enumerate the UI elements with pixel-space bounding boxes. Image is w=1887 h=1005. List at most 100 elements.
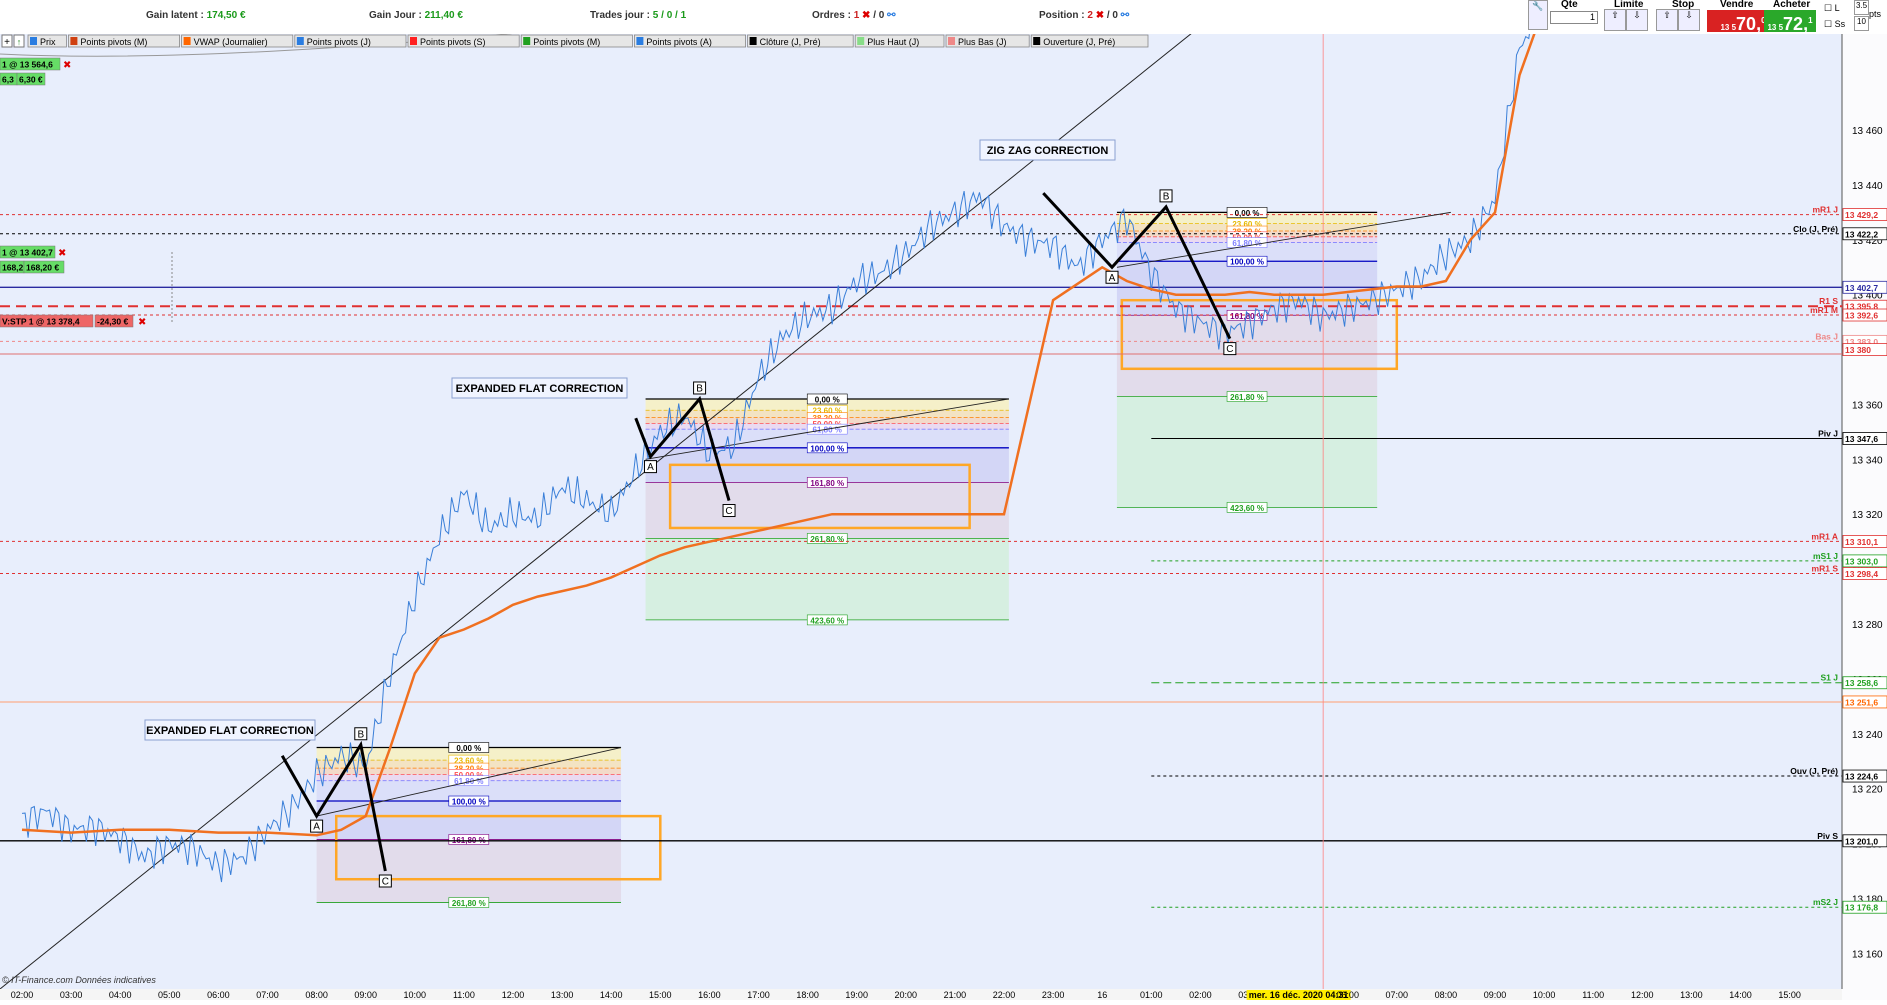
link-icon[interactable]: ⚯ xyxy=(887,10,896,21)
indicator-tab-label: Clôture (J, Pré) xyxy=(760,37,821,47)
indicator-tab-label: Points pivots (M) xyxy=(80,37,147,47)
annotation-label: EXPANDED FLAT CORRECTION xyxy=(146,725,314,737)
ss-checkbox[interactable]: ☐ Ss xyxy=(1824,19,1846,29)
trend-line xyxy=(0,6,1226,990)
order-tag-label: -24,30 € xyxy=(97,317,128,327)
annotation-label: EXPANDED FLAT CORRECTION xyxy=(456,383,624,395)
trend-line xyxy=(316,747,622,817)
fib-band xyxy=(1116,315,1378,397)
elliott-wave-path xyxy=(280,740,387,872)
target-box xyxy=(334,814,662,881)
time-tick-label: 17:00 xyxy=(747,990,770,1000)
level-tag-box xyxy=(1842,227,1887,241)
wave-label-box xyxy=(310,819,324,833)
fib-label: 261,80 % xyxy=(452,899,486,908)
l-checkbox[interactable]: ☐ L xyxy=(1824,3,1840,13)
pts-input[interactable]: 3.5 xyxy=(1854,0,1869,15)
level-tag-box xyxy=(1842,567,1887,580)
price-tick-label: 13 240 xyxy=(1852,730,1883,741)
indicator-tab[interactable] xyxy=(27,34,67,48)
indicator-tab-label: Points pivots (M) xyxy=(533,37,600,47)
fib-band xyxy=(316,747,622,761)
order-tag-label: 1 @ 13 402,7 xyxy=(2,248,53,258)
close-icon: ✖ xyxy=(138,317,146,328)
stop-buy-icon[interactable]: ⇧ xyxy=(1656,9,1678,31)
add-icon xyxy=(1,34,13,48)
price-tick-label: 13 360 xyxy=(1852,400,1883,411)
indicator-tab-label: Plus Bas (J) xyxy=(958,37,1007,47)
fib-label: 261,80 % xyxy=(1230,393,1264,402)
quantity-input[interactable]: 1 xyxy=(1550,11,1598,24)
elliott-wave-path xyxy=(1042,192,1232,340)
indicator-tab[interactable] xyxy=(747,34,854,48)
level-tag-name: S1 J xyxy=(1821,673,1839,683)
level-tag-value: 13 429,2 xyxy=(1845,210,1878,220)
pts-input-2[interactable]: 10 xyxy=(1854,16,1869,31)
level-tag-name: mR1 M xyxy=(1810,305,1838,315)
level-tag-name: mS2 J xyxy=(1813,897,1838,907)
indicator-tab[interactable] xyxy=(634,34,747,48)
fib-label-box xyxy=(806,533,848,544)
wave-label: C xyxy=(725,506,732,517)
ordres-stat[interactable]: Ordres : 1 ✖ / 0 ⚯ xyxy=(812,10,896,21)
fib-label: 100,00 % xyxy=(1230,258,1264,267)
fib-label-box xyxy=(1226,391,1268,402)
elliott-wave-path xyxy=(634,395,731,501)
buy-button[interactable]: 13 572,1 xyxy=(1764,10,1816,34)
time-tick-label: 10:00 xyxy=(404,990,427,1000)
fib-band xyxy=(1116,396,1378,508)
indicator-tab[interactable] xyxy=(1030,34,1149,48)
wave-label-box xyxy=(693,381,707,395)
settings-wrench-icon[interactable]: 🔧 xyxy=(1528,0,1548,30)
pts-label: pts xyxy=(1869,9,1882,19)
trend-line xyxy=(1116,211,1451,268)
time-tick-label: 09:00 xyxy=(1484,990,1507,1000)
level-tag-name: Clo (J, Pré) xyxy=(1793,224,1838,234)
indicator-tab-swatch xyxy=(523,37,531,45)
fib-label: 0,00 % xyxy=(815,395,840,404)
indicator-tab[interactable] xyxy=(68,34,180,48)
position-stat[interactable]: Position : 2 ✖ / 0 ⚯ xyxy=(1039,10,1130,21)
fib-band xyxy=(645,398,1009,411)
fib-label-box xyxy=(1226,207,1268,218)
level-tag-value: 13 422,2 xyxy=(1845,229,1878,239)
wave-label-box xyxy=(1105,270,1119,284)
order-tag-label: 1 @ 13 564,6 xyxy=(2,60,53,70)
trend-line xyxy=(645,398,1009,460)
limit-buy-icon[interactable]: ⇧ xyxy=(1604,9,1626,31)
link-icon[interactable]: ⚯ xyxy=(1120,10,1130,21)
sell-button[interactable]: 13 570,0 xyxy=(1707,10,1779,34)
level-tag-value: 13 176,8 xyxy=(1845,903,1878,913)
level-tag-value: 13 251,6 xyxy=(1845,697,1878,707)
indicator-tab-swatch xyxy=(70,37,78,45)
order-tag-box xyxy=(94,314,134,328)
price-tick-label: 13 460 xyxy=(1852,126,1883,137)
limite-label: Limite xyxy=(1614,0,1644,10)
level-tag-value: 13 303,0 xyxy=(1845,556,1878,566)
order-tag-box xyxy=(16,72,46,86)
level-tag-name: R1 S xyxy=(1819,296,1838,306)
indicator-tab[interactable] xyxy=(407,34,520,48)
indicator-tab[interactable] xyxy=(945,34,1030,48)
time-tick-label: 15:00 xyxy=(1778,990,1801,1000)
order-tag-label: 168,20 € xyxy=(26,263,59,273)
gain-latent-stat: Gain latent : 174,50 € xyxy=(146,10,246,21)
limit-sell-icon[interactable]: ⇩ xyxy=(1626,9,1648,31)
indicator-tab[interactable] xyxy=(294,34,407,48)
indicator-tab-label: Ouverture (J, Pré) xyxy=(1043,37,1115,47)
indicator-tab[interactable] xyxy=(181,34,294,48)
stop-sell-icon[interactable]: ⇩ xyxy=(1678,9,1700,31)
price-tick-label: 13 320 xyxy=(1852,510,1883,521)
time-tick-label: 02:00 xyxy=(1189,990,1212,1000)
up-arrow-icon xyxy=(13,34,25,48)
annotation-box xyxy=(451,377,628,399)
price-tick-label: 13 280 xyxy=(1852,620,1883,631)
trading-toolbar: Gain latent : 174,50 € Gain Jour : 211,4… xyxy=(0,0,1887,35)
close-icon[interactable]: ✖ xyxy=(1095,10,1105,21)
indicator-tab[interactable] xyxy=(520,34,633,48)
close-icon[interactable]: ✖ xyxy=(862,10,871,21)
indicator-tab-label: Prix xyxy=(40,37,56,47)
stop-label: Stop xyxy=(1672,0,1695,10)
indicator-tab[interactable] xyxy=(854,34,945,48)
